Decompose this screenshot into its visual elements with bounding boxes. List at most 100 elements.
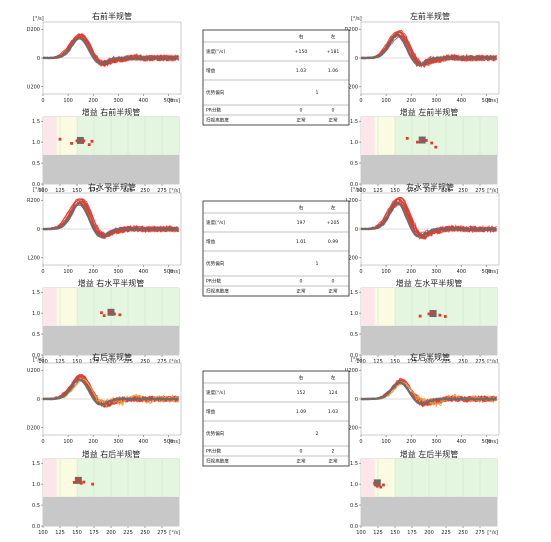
lq-head-ytick-label: 0 [37, 397, 40, 403]
rp-head-xtick-label: 0 [359, 98, 362, 104]
lq-gain-gain-point [76, 478, 80, 482]
lp-gain-gain-point [87, 143, 91, 147]
rl-gain-title: 增益 左水平半规管 [396, 278, 463, 288]
table-anterior-row-label: 增益 [206, 67, 216, 74]
lp-head-xtick-label: 200 [88, 98, 98, 104]
rq-gain-ytick-label: 1.0 [350, 482, 358, 488]
lq-gain-ytick-label: 0.0 [32, 524, 40, 530]
rl-head-head-velocity [361, 201, 497, 238]
rq-head-xtick-label: 300 [431, 439, 441, 445]
rp-head-ytick-label: 0 [355, 56, 358, 62]
table-lateral-row-span-value: 1 [316, 261, 319, 267]
rp-gain-low-band [361, 117, 375, 155]
table-anterior-row-right-value: 0 [300, 108, 303, 114]
lq-gain-xtick-label: 250 [140, 530, 150, 536]
rp-gain-xtick-label: 275 [475, 188, 485, 194]
rq-gain-xtick-label: 225 [441, 530, 451, 536]
table-anterior-row-right-value: +150 [295, 49, 308, 55]
rq-gain-xtick-label: 175 [407, 530, 417, 536]
rq-gain-low-band [361, 459, 375, 497]
rp-head-head-velocity [360, 33, 497, 66]
ll-gain-xtick-label: 125 [55, 359, 65, 365]
lp-gain-low-band [43, 117, 57, 155]
rl-head-xtick-label: 0 [359, 269, 362, 275]
rl-head-ytick-label: 0 [355, 227, 358, 233]
rp-gain-ytick-label: 0.5 [350, 161, 358, 167]
rp-gain-title: 增益 左前半规管 [400, 107, 459, 117]
rl-gain-ytick-label: 1.5 [350, 290, 358, 296]
gain-axis-xunit: [°/s] [169, 359, 180, 365]
table-lateral-row-label: 速度[°/s] [206, 219, 225, 226]
lp-gain-gain-point [58, 137, 62, 141]
ll-gain-gain-point [100, 311, 103, 315]
ll-gain-xtick-label: 225 [123, 359, 133, 365]
rq-head-head-velocity [361, 381, 498, 405]
rp-gain-gain-point [416, 140, 419, 144]
table-lateral-row-label: PR分数 [206, 278, 222, 285]
head-axis-xunit: [ms] [169, 439, 180, 445]
ll-gain-xtick-label: 150 [72, 359, 82, 365]
rp-gain-xtick-label: 150 [390, 188, 400, 194]
table-anterior-row-left-value: 0 [332, 108, 335, 114]
ll-gain-gain-point [102, 314, 106, 318]
lp-gain-ytick-label: 0.0 [32, 182, 40, 188]
rq-head-xtick-label: 200 [406, 439, 416, 445]
lp-head-title: 右前半规管 [92, 11, 132, 21]
table-anterior-row-label: 扫视离散度 [206, 117, 229, 124]
ll-head-xtick-label: 500 [164, 269, 174, 275]
rl-gain-xtick-label: 275 [475, 359, 485, 365]
ll-head-xtick-label: 400 [139, 269, 149, 275]
ll-head-xtick-label: 0 [41, 269, 44, 275]
gain-axis-xunit: [°/s] [487, 188, 498, 194]
rl-gain-gain-point [418, 314, 422, 318]
table-posterior-row-span-value: 2 [316, 431, 319, 437]
rq-gain-xtick-label: 125 [373, 530, 383, 536]
table-anterior-row-right-value: 正常 [296, 117, 306, 124]
ll-gain-gain-point [108, 310, 112, 314]
lp-head-xtick-label: 0 [41, 98, 44, 104]
rl-gain-gain-point [438, 313, 442, 317]
rp-head-plot: D200 0 U200 [°/s] 0 100 200 300 400 500[ms] 左前半规管 [345, 11, 500, 104]
table-posterior-frame [202, 370, 350, 467]
head-axis-ylabel: [°/s] [33, 357, 44, 363]
rp-head-xtick-label: 100 [381, 98, 391, 104]
rq-gain-gain-point [373, 481, 376, 485]
ll-head-title: 右水平半规管 [88, 182, 136, 192]
table-anterior-row-label: 优势偏向 [206, 89, 225, 96]
table-posterior-header-left: 左 [331, 374, 336, 381]
table-anterior-row-right-value: 1.03 [296, 68, 306, 74]
table-anterior-row-span-value: 1 [316, 90, 319, 96]
table-anterior-row-label: PR分数 [206, 107, 222, 114]
rq-gain-xtick-label: 100 [356, 530, 366, 536]
rp-gain-fail-band [361, 154, 497, 184]
rp-head-xtick-label: 400 [457, 98, 467, 104]
rq-head-xtick-label: 100 [381, 439, 391, 445]
ll-head-ytick-label: 0 [37, 227, 40, 233]
rp-head-xtick-label: 200 [406, 98, 416, 104]
rp-head-xtick-label: 500 [482, 98, 492, 104]
lq-gain-xtick-label: 150 [72, 530, 82, 536]
rl-gain-ytick-label: 0.5 [350, 332, 358, 338]
lq-head-xtick-label: 0 [41, 439, 44, 445]
rl-gain-fail-band [361, 325, 497, 355]
rp-gain-gain-point [430, 141, 434, 145]
rq-gain-ytick-label: 0.0 [350, 524, 358, 530]
table-posterior-row-label: 增益 [206, 408, 216, 415]
table-posterior-row-label: 速度[°/s] [206, 389, 225, 396]
rl-gain-low-band [361, 288, 375, 326]
rq-head-xtick-label: 500 [482, 439, 492, 445]
rl-gain-ytick-label: 0.0 [350, 353, 358, 359]
ll-gain-ytick-label: 0.5 [32, 332, 40, 338]
rp-gain-gain-point [420, 138, 424, 142]
lq-gain-gain-point [79, 481, 83, 485]
ll-gain-gain-point [113, 312, 116, 316]
lp-gain-xtick-label: 150 [72, 188, 82, 194]
table-posterior: 右 左速度[°/s] 152 124 增益 1.09 1.03 优势偏向 2 PR分数 0 2 扫视离散… [202, 370, 350, 467]
table-lateral-row-left-value: +205 [327, 220, 340, 226]
lp-gain-xtick-label: 125 [55, 188, 65, 194]
rl-head-title: 左水平半规管 [406, 182, 454, 192]
rp-gain-xtick-label: 250 [458, 188, 468, 194]
